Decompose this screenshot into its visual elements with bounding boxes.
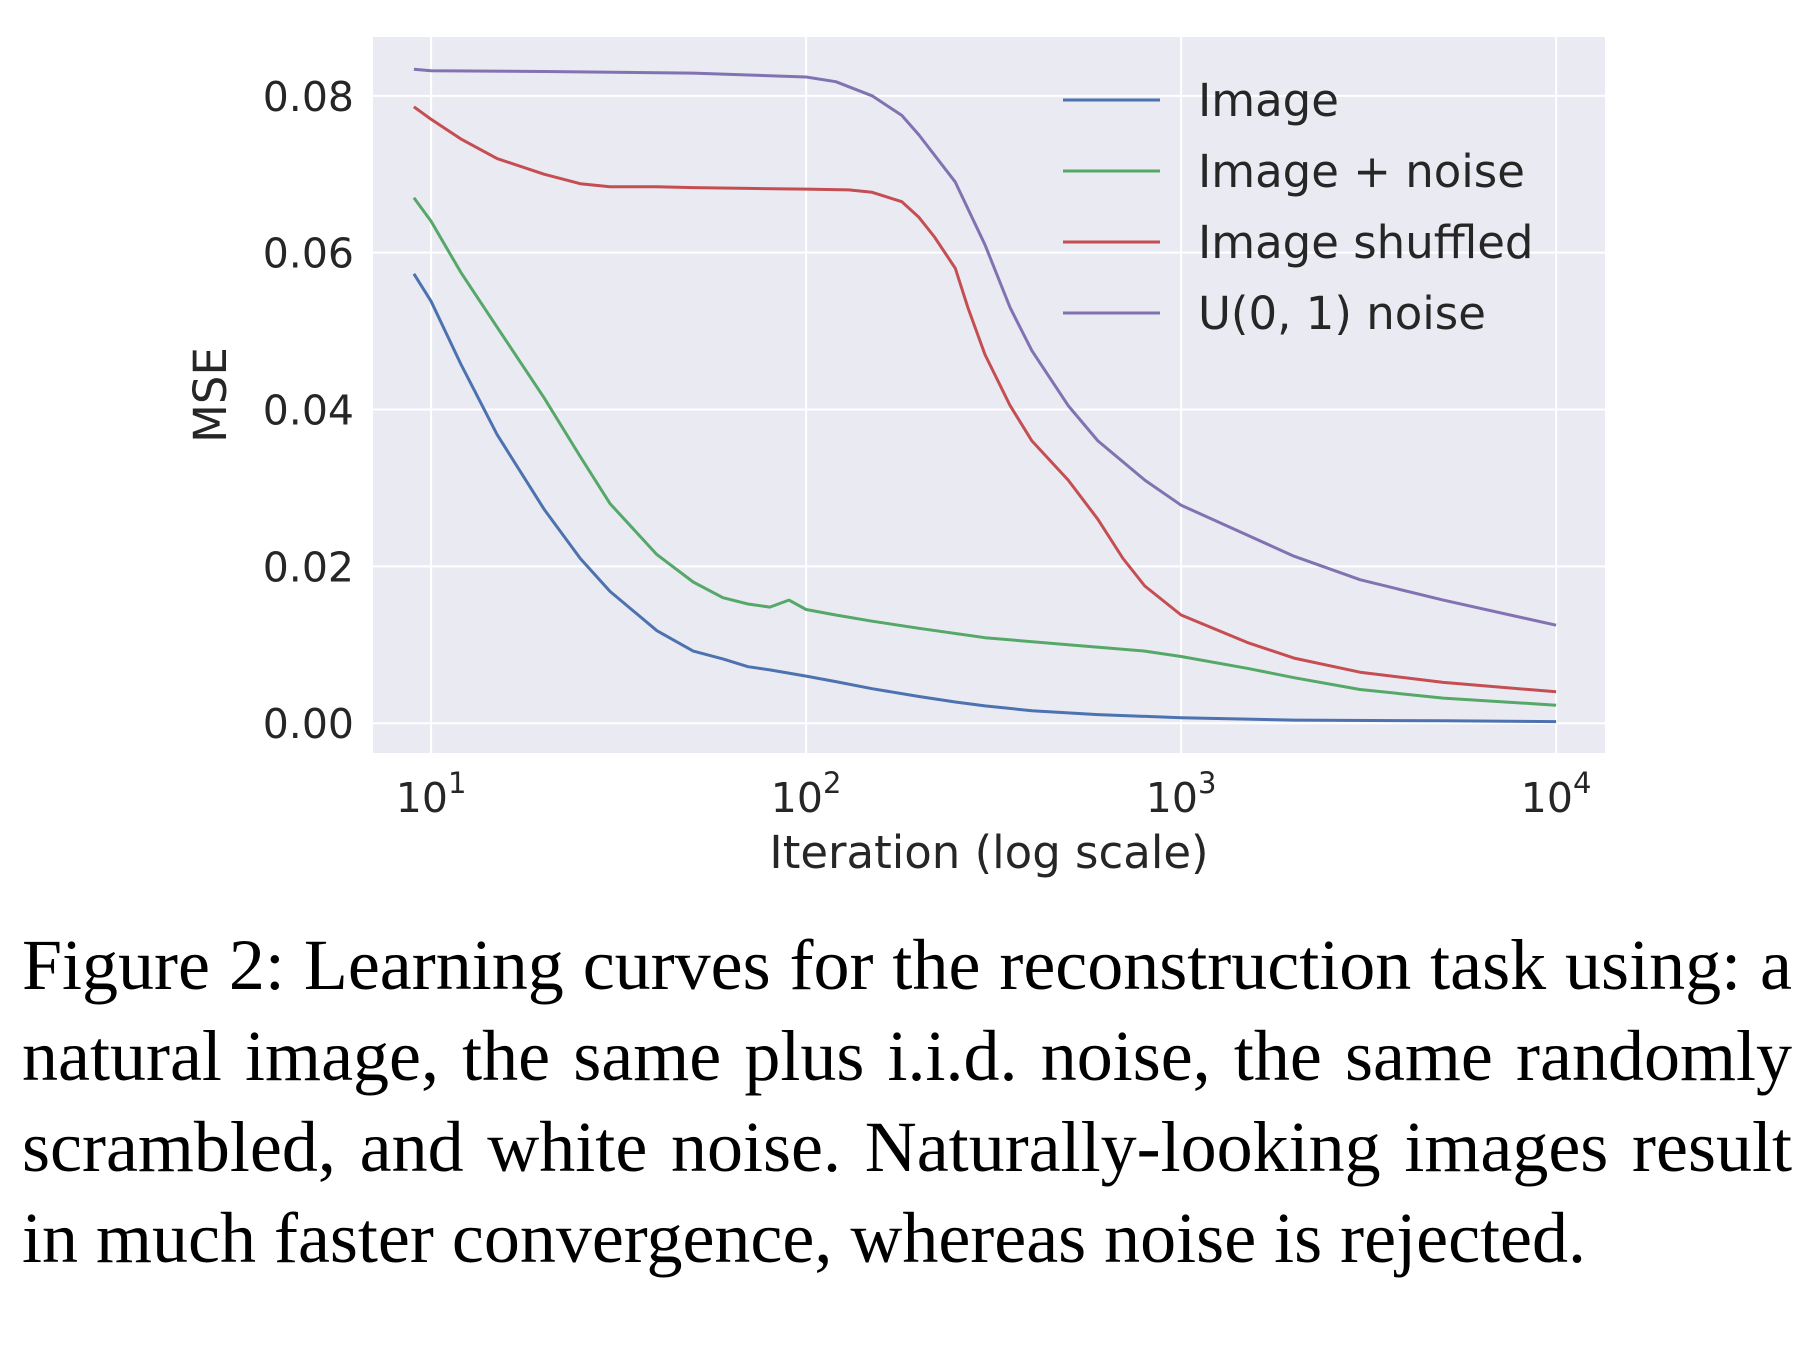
legend-label-image: Image <box>1198 74 1339 127</box>
x-tick-label: 101 <box>396 766 467 822</box>
x-tick-label: 102 <box>771 766 842 822</box>
legend: Image Image + noise Image shuffled U(0, 1) … <box>1063 74 1533 340</box>
series-line-image-noise <box>412 196 1557 707</box>
y-tick-label: 0.08 <box>263 73 354 121</box>
series-group <box>412 67 1557 724</box>
series-line-image-shuffled <box>413 105 1557 694</box>
series-line-image <box>412 273 1557 724</box>
y-tick-label: 0.00 <box>263 700 354 748</box>
x-tick-label: 104 <box>1521 766 1592 822</box>
plot-area <box>373 37 1605 753</box>
legend-label-image-shuffled: Image shuffled <box>1198 216 1533 269</box>
legend-label-image-noise: Image + noise <box>1198 145 1525 198</box>
grid <box>373 37 1605 753</box>
line-chart: 101 102 103 104 0.00 0.02 0.04 0.06 0.08 Iterat… <box>184 37 1605 879</box>
y-axis-ticks: 0.00 0.02 0.04 0.06 0.08 <box>263 73 354 748</box>
y-tick-label: 0.02 <box>263 543 354 591</box>
legend-label-u-0-1-noise: U(0, 1) noise <box>1198 287 1486 340</box>
y-axis-label: MSE <box>184 347 237 443</box>
series-line-u-0-1-noise <box>413 67 1557 627</box>
figure-caption: Figure 2: Learning curves for the recons… <box>22 925 1792 1278</box>
y-tick-label: 0.06 <box>263 230 354 278</box>
x-axis-label: Iteration (log scale) <box>769 826 1208 879</box>
x-axis-ticks: 101 102 103 104 <box>396 766 1592 822</box>
y-tick-label: 0.04 <box>263 387 354 435</box>
x-tick-label: 103 <box>1146 766 1217 822</box>
